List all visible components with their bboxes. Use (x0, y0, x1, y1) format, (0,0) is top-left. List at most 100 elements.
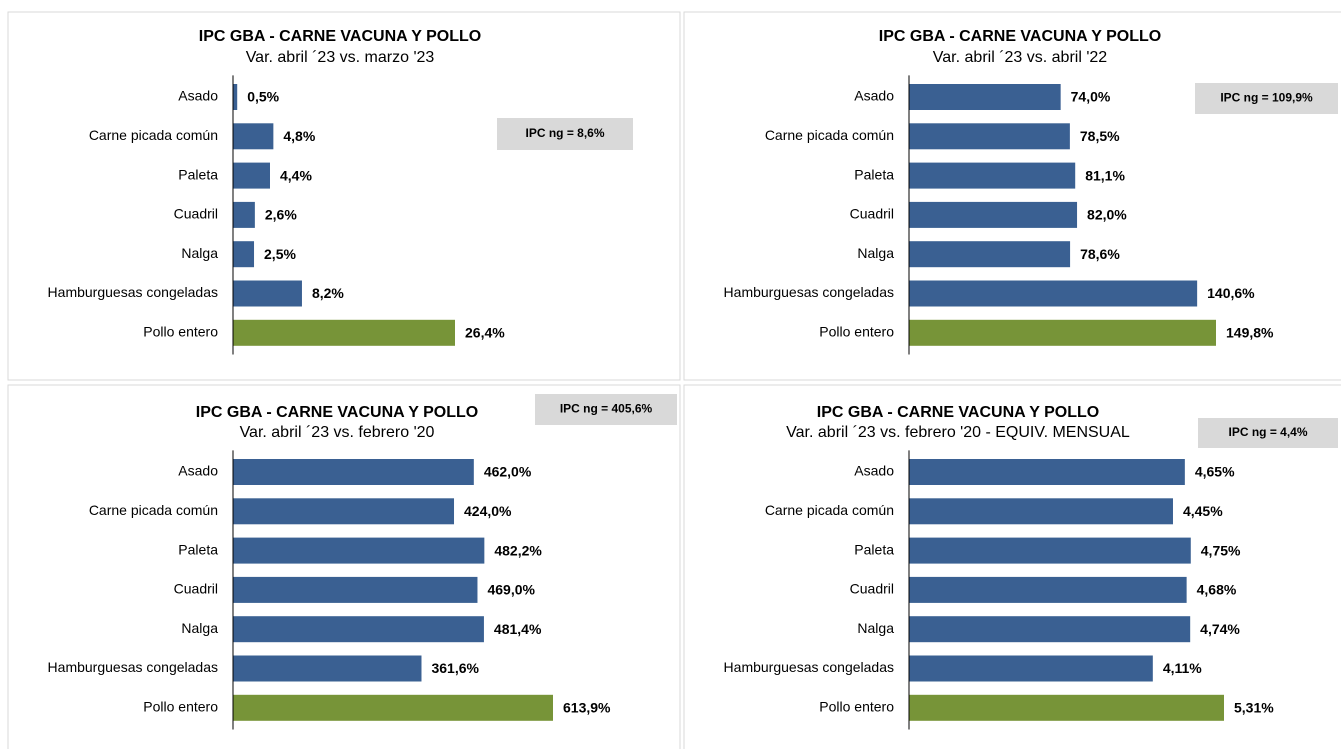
category-label: Asado (854, 88, 894, 104)
value-label: 4,74% (1200, 621, 1240, 637)
panel (7, 11, 681, 381)
category-label: Cuadril (850, 581, 894, 597)
bar (909, 319, 1216, 346)
chart-title: IPC GBA - CARNE VACUNA Y POLLO (879, 28, 1161, 45)
bar (233, 576, 478, 603)
annotation: IPC ng = 405,6% (560, 402, 653, 416)
category-label: Asado (854, 463, 894, 479)
bar (233, 84, 238, 110)
bar (233, 123, 274, 150)
bar (233, 694, 553, 721)
value-label: 26,4% (465, 325, 505, 341)
annotation-box (497, 118, 633, 150)
category-label: Paleta (854, 166, 894, 182)
category-label: Nalga (181, 620, 218, 636)
chart-subtitle: Var. abril ´23 vs. febrero '20 (240, 424, 435, 441)
chart-subtitle: Var. abril ´23 vs. abril '22 (933, 49, 1107, 66)
value-label: 0,5% (247, 89, 279, 105)
value-label: 361,6% (431, 660, 479, 676)
annotation: IPC ng = 109,9% (1220, 91, 1313, 105)
category-label: Carne picada común (89, 502, 218, 518)
category-label: Asado (178, 88, 218, 104)
value-label: 613,9% (563, 700, 611, 716)
value-label: 4,68% (1197, 582, 1237, 598)
category-label: Cuadril (174, 206, 218, 222)
value-label: 5,31% (1234, 700, 1274, 716)
category-label: Hamburguesas congeladas (724, 659, 894, 675)
bar (909, 280, 1198, 307)
bar (909, 537, 1191, 564)
category-label: Carne picada común (765, 127, 894, 143)
value-label: 78,6% (1080, 246, 1120, 262)
panel (683, 384, 1341, 749)
value-label: 8,2% (312, 285, 344, 301)
bar (233, 162, 270, 189)
bar (233, 498, 455, 525)
value-label: 2,5% (264, 246, 296, 262)
annotation: IPC ng = 8,6% (525, 126, 604, 140)
bar (909, 694, 1224, 721)
category-label: Paleta (178, 166, 218, 182)
annotation-box (1195, 83, 1338, 114)
panel (683, 11, 1341, 381)
value-label: 140,6% (1207, 285, 1255, 301)
value-label: 149,8% (1226, 325, 1274, 341)
chart-title: IPC GBA - CARNE VACUNA Y POLLO (199, 28, 481, 45)
value-label: 78,5% (1080, 128, 1120, 144)
category-label: Hamburguesas congeladas (48, 284, 218, 300)
bar (909, 655, 1153, 682)
bar (909, 459, 1185, 485)
bar (233, 655, 422, 682)
category-label: Hamburguesas congeladas (724, 284, 894, 300)
value-label: 74,0% (1071, 89, 1111, 105)
value-label: 4,4% (280, 167, 312, 183)
value-label: 4,8% (283, 128, 315, 144)
category-label: Nalga (857, 620, 894, 636)
category-label: Paleta (178, 541, 218, 557)
category-label: Pollo entero (819, 324, 894, 340)
value-label: 481,4% (494, 621, 542, 637)
category-label: Carne picada común (89, 127, 218, 143)
bar (233, 459, 474, 485)
chart-subtitle: Var. abril ´23 vs. febrero '20 - EQUIV. … (786, 424, 1130, 441)
category-label: Paleta (854, 541, 894, 557)
bar (909, 123, 1070, 150)
category-label: Pollo entero (143, 699, 218, 715)
chart-subtitle: Var. abril ´23 vs. marzo '23 (246, 49, 435, 66)
bar (909, 616, 1191, 643)
bar (909, 201, 1078, 228)
bar (233, 616, 484, 643)
category-label: Carne picada común (765, 502, 894, 518)
annotation-box (1198, 418, 1338, 448)
bar (909, 84, 1061, 110)
category-label: Nalga (181, 245, 218, 261)
bar (233, 537, 485, 564)
value-label: 4,75% (1201, 542, 1241, 558)
value-label: 81,1% (1085, 167, 1125, 183)
bar (233, 241, 255, 268)
category-label: Cuadril (850, 206, 894, 222)
bar (233, 280, 302, 307)
annotation-box (535, 394, 677, 425)
value-label: 4,11% (1163, 660, 1202, 676)
category-label: Cuadril (174, 581, 218, 597)
value-label: 462,0% (484, 464, 532, 480)
value-label: 4,65% (1195, 464, 1235, 480)
value-label: 2,6% (265, 207, 297, 223)
chart-title: IPC GBA - CARNE VACUNA Y POLLO (817, 404, 1099, 421)
bar (909, 241, 1071, 268)
bar (233, 201, 255, 228)
bar (909, 162, 1076, 189)
category-label: Pollo entero (819, 699, 894, 715)
category-label: Pollo entero (143, 324, 218, 340)
category-label: Nalga (857, 245, 894, 261)
value-label: 469,0% (487, 582, 535, 598)
bar (909, 498, 1173, 525)
panel (7, 384, 681, 749)
bar (909, 576, 1187, 603)
value-label: 482,2% (494, 542, 542, 558)
chart-title: IPC GBA - CARNE VACUNA Y POLLO (196, 404, 478, 421)
bar (233, 319, 455, 346)
category-label: Hamburguesas congeladas (48, 659, 218, 675)
